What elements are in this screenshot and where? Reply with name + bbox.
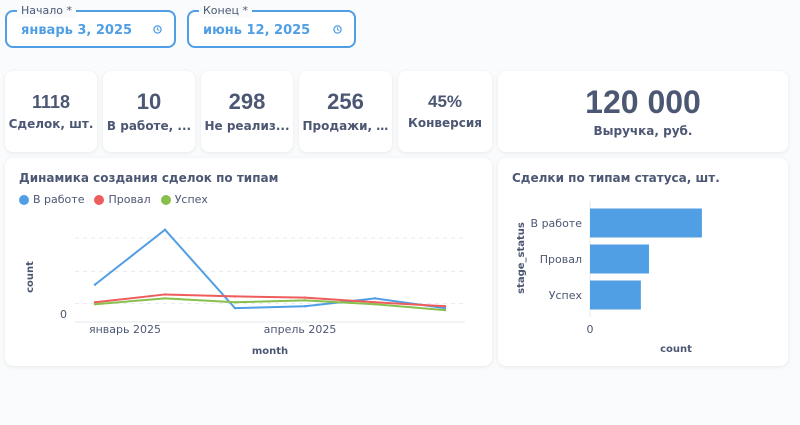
data-point [443, 306, 447, 310]
kpi-not-realized-value: 298 [228, 88, 266, 114]
start-date-filter[interactable]: Начало * январь 3, 2025 [5, 4, 176, 48]
data-point [93, 283, 97, 286]
legend-item-in-progress[interactable]: В работе [19, 193, 84, 206]
kpi-revenue-label: Выручка, руб. [593, 123, 693, 138]
clock-icon [333, 25, 342, 34]
kpi-conversion-value: 45% [427, 92, 463, 111]
end-date-value: июнь 12, 2025 [203, 23, 311, 38]
x-tick-label: апрель 2025 [264, 323, 337, 336]
data-point [443, 308, 447, 312]
kpi-card-not-realized: 298 Не реализ... [201, 71, 293, 152]
kpi-card-revenue: 120 000 Выручка, руб. [498, 71, 788, 152]
data-point [373, 297, 377, 300]
data-point [163, 297, 167, 300]
data-point [163, 293, 167, 296]
data-point [443, 305, 447, 308]
line-chart[interactable]: 0 январь 2025 апрель 2025 month count [5, 158, 492, 366]
x-axis-label: count [660, 344, 692, 355]
data-point [373, 301, 377, 304]
kpi-deals-value: 1118 [31, 91, 71, 112]
category-label: В работе [531, 217, 583, 230]
bar-chart-panel: Сделки по типам статуса, шт. В работе Про… [498, 158, 788, 366]
legend-dot [94, 194, 105, 205]
x-tick-label: январь 2025 [89, 323, 161, 336]
data-point [233, 301, 237, 304]
start-date-value: январь 3, 2025 [21, 23, 133, 38]
data-point [303, 296, 307, 299]
start-date-label: Начало * [17, 4, 77, 18]
data-point [93, 301, 97, 304]
line-chart-panel: Динамика создания сделок по типам В рабо… [5, 158, 492, 366]
line-chart-title: Динамика создания сделок по типам [19, 171, 279, 185]
legend-label: Провал [108, 193, 151, 206]
legend-dot [160, 194, 171, 205]
kpi-deals-label: Сделок, шт. [8, 116, 94, 131]
kpi-sales-value: 256 [327, 88, 364, 114]
category-label: Провал [540, 253, 582, 266]
data-point [233, 295, 237, 298]
kpi-revenue-value: 120 000 [585, 83, 701, 120]
kpi-card-deals: 1118 Сделок, шт. [5, 71, 97, 152]
bar [590, 208, 702, 238]
legend-item-success[interactable]: Успех [160, 193, 208, 206]
kpi-card-in-progress: 10 В работе, ... [103, 71, 195, 152]
kpi-sales-label: Продажи, ... [302, 118, 389, 133]
data-point [373, 303, 377, 306]
data-point [233, 306, 237, 310]
x-tick-label: 0 [587, 323, 594, 336]
y-axis-label: count [25, 261, 36, 293]
kpi-card-sales: 256 Продажи, ... [299, 71, 392, 152]
bar [590, 280, 641, 310]
kpi-conversion-label: Конверсия [408, 116, 482, 130]
legend-label: Успех [174, 193, 208, 206]
kpi-in-progress-label: В работе, ... [106, 118, 192, 133]
x-axis-label: month [252, 346, 288, 357]
y-tick-label: 0 [60, 308, 67, 321]
series-line-0 [94, 228, 446, 310]
data-point [303, 299, 307, 302]
bar-chart[interactable]: В работе Провал Успех 0 count stage_status [498, 158, 788, 366]
kpi-not-realized-label: Не реализ... [204, 118, 290, 133]
category-label: Успех [549, 289, 583, 302]
legend-dot [19, 194, 29, 205]
legend-item-fail[interactable]: Провал [94, 193, 151, 206]
data-point [303, 305, 307, 308]
series-line-2 [94, 297, 446, 312]
line-chart-legend: В работе Провал Успех [19, 193, 208, 206]
data-point [93, 303, 97, 306]
end-date-filter[interactable]: Конец * июнь 12, 2025 [187, 4, 356, 48]
legend-label: В работе [33, 193, 85, 206]
clock-icon [153, 25, 162, 34]
bar-chart-title: Сделки по типам статуса, шт. [512, 171, 720, 185]
end-date-label: Конец * [199, 4, 252, 18]
y-axis-label: stage_status [516, 222, 527, 294]
kpi-in-progress-value: 10 [136, 88, 162, 114]
series-line-1 [94, 293, 446, 308]
kpi-card-conversion: 45% Конверсия [398, 71, 492, 152]
bar [590, 244, 649, 274]
data-point [163, 228, 167, 231]
